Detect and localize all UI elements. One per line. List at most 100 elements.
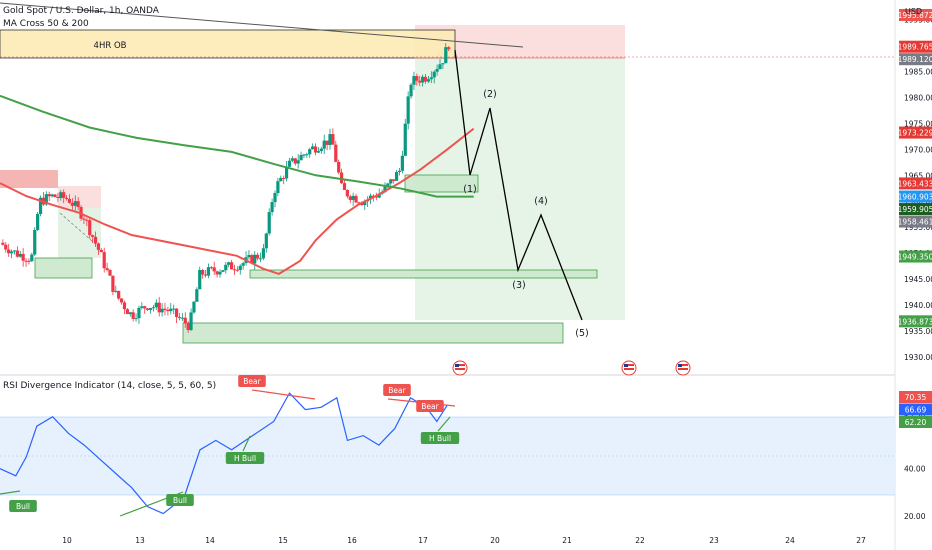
- svg-text:1995.872: 1995.872: [898, 11, 932, 20]
- candle: [423, 76, 428, 82]
- candle: [177, 316, 182, 318]
- svg-text:1973.229: 1973.229: [898, 129, 932, 138]
- demand-zone-1: [34, 257, 93, 279]
- candle: [319, 148, 323, 152]
- svg-text:62.20: 62.20: [905, 418, 927, 427]
- candle: [4, 244, 8, 250]
- price-tag: 1959.905: [898, 203, 932, 216]
- x-tick-label: 21: [562, 536, 572, 545]
- candle: [282, 177, 286, 179]
- candle: [334, 144, 338, 162]
- candle: [91, 235, 95, 237]
- candle: [73, 201, 77, 206]
- elliott-wave-projection: [454, 49, 583, 321]
- candle: [383, 186, 387, 192]
- candle: [148, 308, 153, 310]
- candle: [238, 265, 242, 271]
- price-labels: 1995.872 1989.765 1989.120 1973.229 1963.433…: [898, 9, 932, 428]
- x-tick-label: 10: [62, 536, 72, 545]
- candle: [357, 202, 361, 204]
- candle: [221, 270, 225, 272]
- rsi-tick-label: 20.00: [904, 512, 926, 521]
- candle: [186, 323, 190, 330]
- candle: [67, 198, 72, 203]
- svg-text:66.69: 66.69: [905, 406, 927, 415]
- event-icons[interactable]: [452, 360, 691, 376]
- candle: [253, 254, 257, 264]
- candle: [56, 197, 60, 199]
- currency-label: USD: [905, 7, 923, 16]
- ma-200-line: [0, 94, 474, 198]
- candle: [215, 271, 219, 275]
- candle: [296, 160, 300, 164]
- candle: [374, 196, 378, 198]
- rsi-tick-label: 40.00: [904, 465, 926, 474]
- svg-text:1989.765: 1989.765: [898, 43, 932, 52]
- candle: [351, 195, 355, 200]
- candle: [302, 154, 306, 156]
- x-tick-label: 24: [785, 536, 795, 545]
- candle: [397, 170, 402, 173]
- candle: [18, 253, 22, 257]
- candle: [261, 248, 266, 259]
- price-tag: 1958.461: [898, 215, 932, 228]
- candle: [342, 183, 347, 190]
- price-axis[interactable]: 1930.0001935.0001940.0001945.0001950.000…: [904, 16, 932, 521]
- candle: [316, 151, 321, 153]
- svg-text:Bear: Bear: [421, 402, 439, 411]
- candle: [389, 179, 393, 184]
- candle: [438, 64, 442, 69]
- candle: [53, 194, 57, 198]
- candle: [12, 250, 17, 252]
- candle: [140, 306, 144, 308]
- candle: [154, 302, 158, 308]
- candle: [287, 160, 292, 167]
- svg-text:1960.903: 1960.903: [898, 193, 932, 202]
- candle: [429, 77, 433, 80]
- rsi-line: [0, 392, 448, 515]
- demand-zone-4: [182, 322, 564, 344]
- candle: [354, 195, 358, 203]
- candle: [313, 146, 318, 153]
- candle: [418, 80, 422, 83]
- svg-text:1963.433: 1963.433: [898, 179, 932, 188]
- candle: [339, 172, 344, 184]
- candle: [85, 219, 89, 221]
- candle: [114, 290, 118, 292]
- svg-text:H Bull: H Bull: [429, 434, 451, 443]
- candle: [400, 155, 404, 171]
- x-tick-label: 16: [347, 536, 357, 545]
- supply-zone-left: [0, 170, 58, 188]
- candle: [47, 194, 51, 197]
- candle: [270, 202, 274, 213]
- candle: [308, 149, 312, 155]
- candle: [392, 179, 396, 181]
- x-tick-label: 22: [635, 536, 645, 545]
- candle: [38, 197, 43, 215]
- candle: [169, 308, 173, 312]
- wave-label: (4): [534, 196, 547, 207]
- candle: [189, 312, 193, 330]
- y-tick-label: 1935.000: [904, 327, 932, 336]
- flag-icon[interactable]: [452, 360, 468, 376]
- flag-icon[interactable]: [675, 360, 691, 376]
- candle: [128, 312, 132, 315]
- time-axis[interactable]: 10 13 14 15 16 17 20 21 22 23 24 27: [62, 536, 866, 545]
- zones-layer: [0, 2, 895, 496]
- price-tag: 66.69: [899, 403, 932, 416]
- candle: [93, 236, 98, 244]
- candle: [1, 242, 5, 245]
- candle: [122, 302, 127, 310]
- candle: [143, 306, 147, 309]
- svg-text:1949.350: 1949.350: [898, 253, 932, 262]
- candle: [108, 270, 112, 276]
- flag-icon[interactable]: [621, 360, 637, 376]
- candle: [102, 252, 106, 269]
- candles-layer: [1, 43, 451, 333]
- candle: [9, 251, 14, 254]
- candle: [232, 269, 237, 271]
- candle: [276, 181, 280, 193]
- candle: [432, 71, 436, 78]
- candle: [180, 317, 184, 319]
